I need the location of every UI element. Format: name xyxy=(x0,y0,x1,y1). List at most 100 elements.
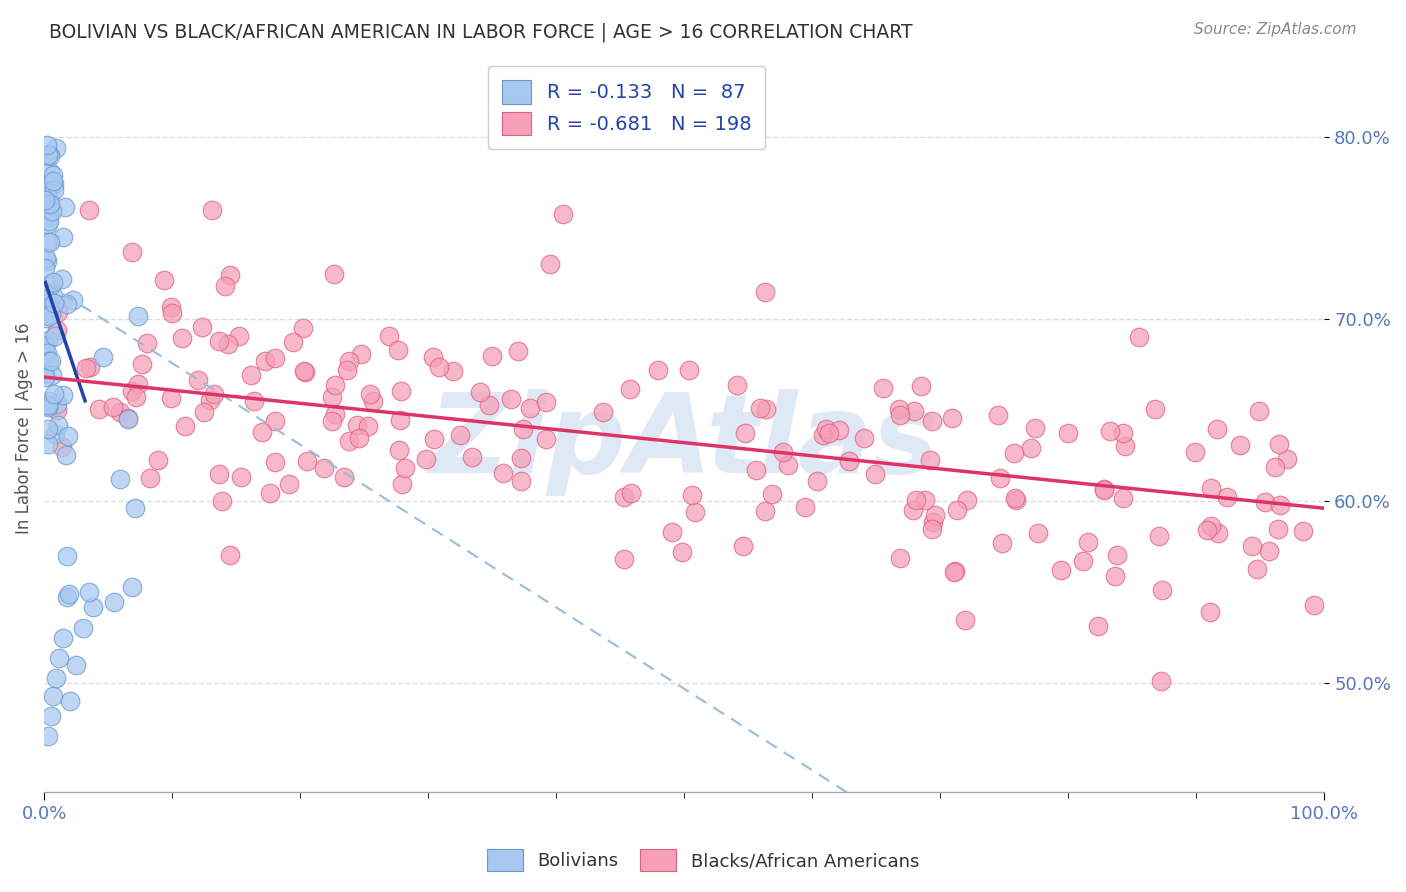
Text: BOLIVIAN VS BLACK/AFRICAN AMERICAN IN LABOR FORCE | AGE > 16 CORRELATION CHART: BOLIVIAN VS BLACK/AFRICAN AMERICAN IN LA… xyxy=(49,22,912,42)
Point xyxy=(1205,422,1227,436)
Point xyxy=(295,454,318,468)
Legend: Bolivians, Blacks/African Americans: Bolivians, Blacks/African Americans xyxy=(479,842,927,879)
Point xyxy=(103,595,125,609)
Point xyxy=(278,476,301,491)
Point xyxy=(1019,441,1042,455)
Point xyxy=(39,178,62,193)
Point xyxy=(1087,618,1109,632)
Point xyxy=(620,486,643,500)
Point xyxy=(48,650,70,665)
Point xyxy=(46,417,69,432)
Point xyxy=(387,343,409,357)
Point xyxy=(1268,498,1291,512)
Point xyxy=(681,487,703,501)
Point xyxy=(538,257,561,271)
Point xyxy=(1026,525,1049,540)
Point xyxy=(38,301,60,315)
Point xyxy=(946,503,969,517)
Point xyxy=(889,408,911,422)
Point xyxy=(139,471,162,485)
Point xyxy=(38,193,60,207)
Point xyxy=(39,307,62,321)
Point xyxy=(1050,563,1073,577)
Point xyxy=(136,335,159,350)
Point xyxy=(761,487,783,501)
Point xyxy=(468,384,491,399)
Point xyxy=(772,444,794,458)
Point xyxy=(228,329,250,343)
Point xyxy=(121,580,143,594)
Point xyxy=(322,267,344,281)
Point xyxy=(1077,534,1099,549)
Point xyxy=(725,377,748,392)
Text: Source: ZipAtlas.com: Source: ZipAtlas.com xyxy=(1194,22,1357,37)
Point xyxy=(1147,528,1170,542)
Point xyxy=(592,405,614,419)
Point xyxy=(121,384,143,398)
Point xyxy=(922,515,945,529)
Point xyxy=(35,198,58,212)
Point xyxy=(924,508,946,522)
Point xyxy=(1254,495,1277,509)
Point xyxy=(506,343,529,358)
Point xyxy=(77,585,100,599)
Point xyxy=(193,405,215,419)
Point xyxy=(37,400,59,414)
Point xyxy=(1240,539,1263,553)
Point xyxy=(889,551,911,566)
Point xyxy=(685,505,707,519)
Point xyxy=(1024,421,1046,435)
Point xyxy=(754,503,776,517)
Point xyxy=(734,425,756,440)
Point xyxy=(39,708,62,723)
Point xyxy=(337,434,360,449)
Point xyxy=(91,350,114,364)
Point xyxy=(108,472,131,486)
Point xyxy=(1057,425,1080,440)
Point xyxy=(346,417,368,432)
Point xyxy=(1197,523,1219,537)
Point xyxy=(991,535,1014,549)
Point xyxy=(34,304,56,318)
Point xyxy=(42,296,65,310)
Point xyxy=(108,405,131,419)
Point xyxy=(422,350,444,364)
Point xyxy=(1275,452,1298,467)
Point xyxy=(160,391,183,405)
Point xyxy=(211,494,233,508)
Point xyxy=(160,306,183,320)
Point xyxy=(1092,483,1115,497)
Point xyxy=(259,486,281,500)
Point xyxy=(323,378,346,392)
Point xyxy=(1004,491,1026,505)
Point xyxy=(37,729,59,743)
Point xyxy=(1303,598,1326,612)
Point xyxy=(901,503,924,517)
Point xyxy=(449,428,471,442)
Point xyxy=(391,476,413,491)
Point xyxy=(55,591,77,605)
Point xyxy=(198,392,221,407)
Point xyxy=(613,552,636,566)
Point xyxy=(1128,330,1150,344)
Point xyxy=(38,197,60,211)
Point xyxy=(943,566,966,580)
Point xyxy=(37,185,59,199)
Point xyxy=(1246,561,1268,575)
Point xyxy=(347,431,370,445)
Point xyxy=(42,387,65,401)
Point xyxy=(492,466,515,480)
Point xyxy=(34,193,56,207)
Point xyxy=(872,381,894,395)
Point xyxy=(941,410,963,425)
Point xyxy=(283,335,305,350)
Point xyxy=(45,671,67,685)
Point xyxy=(1150,583,1173,598)
Point xyxy=(35,187,58,202)
Point xyxy=(903,404,925,418)
Point xyxy=(208,467,231,482)
Point xyxy=(41,204,63,219)
Point xyxy=(388,413,411,427)
Point xyxy=(291,320,314,334)
Point xyxy=(153,273,176,287)
